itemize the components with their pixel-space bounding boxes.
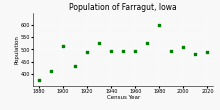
X-axis label: Census Year: Census Year [106,95,140,100]
Point [170,50,173,52]
Point [194,53,197,55]
Point [109,50,113,52]
Point [73,66,77,67]
Point [37,79,41,81]
Point [158,24,161,26]
Point [49,70,53,72]
Point [121,50,125,52]
Title: Population of Farragut, Iowa: Population of Farragut, Iowa [69,3,177,12]
Point [97,43,101,44]
Point [206,51,209,53]
Point [61,45,65,47]
Point [145,43,149,44]
Y-axis label: Population: Population [15,35,19,64]
Point [134,50,137,52]
Point [182,46,185,48]
Point [85,51,89,53]
